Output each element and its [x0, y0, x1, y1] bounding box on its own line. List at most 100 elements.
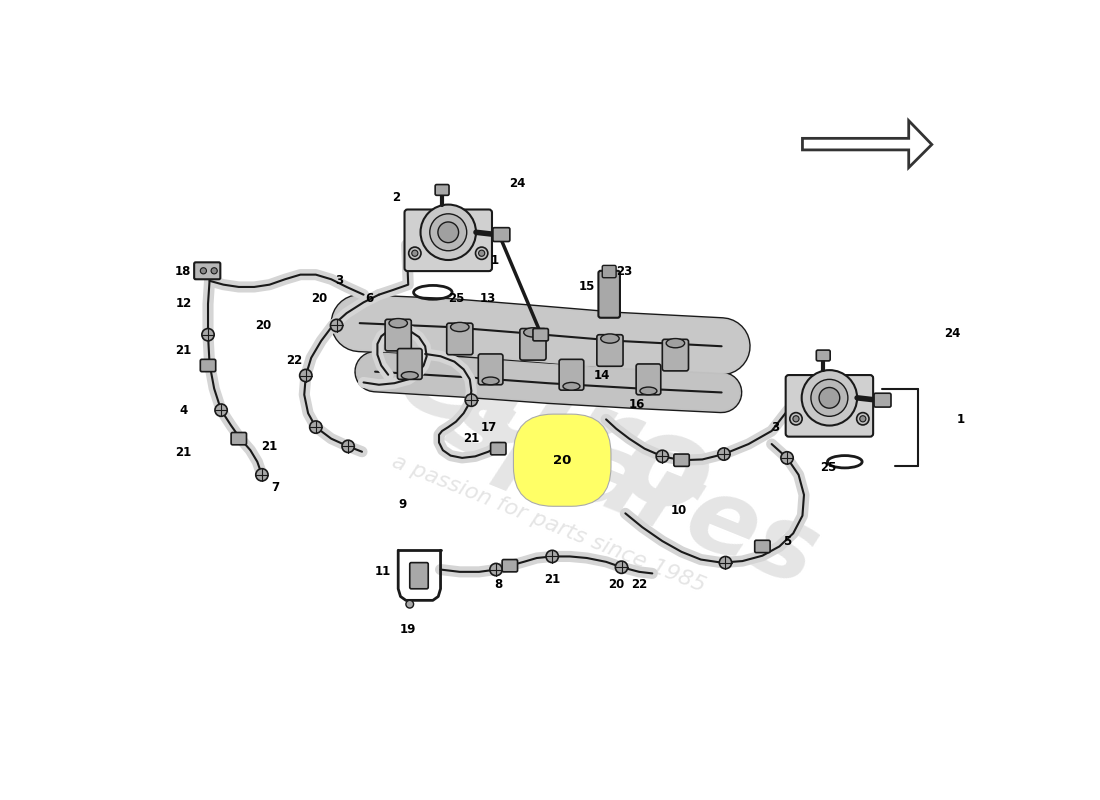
Text: 18: 18: [175, 265, 191, 278]
Text: 6: 6: [365, 292, 374, 305]
Circle shape: [409, 247, 421, 259]
Circle shape: [465, 394, 477, 406]
FancyBboxPatch shape: [598, 270, 620, 318]
Circle shape: [202, 329, 215, 341]
FancyBboxPatch shape: [755, 540, 770, 553]
Circle shape: [214, 404, 228, 416]
FancyBboxPatch shape: [385, 319, 411, 351]
Text: 11: 11: [375, 566, 390, 578]
Ellipse shape: [451, 322, 469, 332]
Text: 12: 12: [175, 298, 191, 310]
FancyBboxPatch shape: [405, 210, 492, 271]
FancyBboxPatch shape: [559, 359, 584, 390]
Text: 2: 2: [392, 191, 400, 204]
Circle shape: [420, 205, 476, 260]
FancyBboxPatch shape: [478, 354, 503, 385]
Text: 19: 19: [400, 623, 417, 636]
Circle shape: [719, 557, 732, 569]
Circle shape: [478, 250, 485, 256]
FancyBboxPatch shape: [436, 185, 449, 195]
Text: 4: 4: [179, 404, 187, 417]
FancyBboxPatch shape: [200, 359, 216, 372]
FancyBboxPatch shape: [662, 339, 689, 371]
Circle shape: [475, 247, 487, 259]
FancyBboxPatch shape: [231, 433, 246, 445]
Text: 23: 23: [616, 265, 631, 278]
Text: spares: spares: [433, 369, 833, 609]
Text: 25: 25: [448, 292, 464, 305]
Text: 25: 25: [820, 462, 836, 474]
Circle shape: [406, 600, 414, 608]
Circle shape: [717, 448, 730, 460]
Text: 20: 20: [255, 319, 272, 332]
Circle shape: [811, 379, 848, 416]
Text: 17: 17: [481, 421, 497, 434]
Circle shape: [781, 452, 793, 464]
Text: 10: 10: [671, 504, 688, 517]
FancyBboxPatch shape: [785, 375, 873, 437]
Text: 20: 20: [608, 578, 624, 591]
FancyBboxPatch shape: [502, 559, 517, 572]
FancyBboxPatch shape: [397, 349, 422, 379]
Ellipse shape: [482, 377, 499, 385]
Text: 21: 21: [175, 344, 191, 357]
Circle shape: [299, 370, 312, 382]
Circle shape: [211, 268, 218, 274]
Circle shape: [857, 413, 869, 425]
FancyBboxPatch shape: [409, 562, 428, 589]
Text: a passion for parts since 1985: a passion for parts since 1985: [388, 451, 708, 596]
Circle shape: [820, 387, 839, 408]
Text: 21: 21: [175, 446, 191, 459]
Text: 24: 24: [945, 326, 960, 340]
Text: 1: 1: [956, 413, 965, 426]
Circle shape: [342, 440, 354, 453]
Text: 1: 1: [491, 254, 498, 266]
Text: 22: 22: [286, 354, 302, 366]
Circle shape: [615, 561, 628, 574]
Circle shape: [330, 319, 343, 332]
Circle shape: [656, 450, 669, 462]
Text: 21: 21: [262, 440, 277, 453]
Circle shape: [860, 416, 866, 422]
Circle shape: [793, 416, 799, 422]
Text: 9: 9: [398, 498, 406, 510]
Circle shape: [546, 550, 559, 562]
FancyBboxPatch shape: [636, 364, 661, 394]
Text: 22: 22: [631, 578, 647, 591]
Text: 7: 7: [271, 481, 279, 494]
Ellipse shape: [402, 372, 418, 379]
Ellipse shape: [563, 382, 580, 390]
FancyBboxPatch shape: [597, 334, 623, 366]
Text: 20: 20: [553, 454, 571, 466]
Ellipse shape: [640, 387, 657, 394]
Text: 5: 5: [783, 534, 791, 547]
Text: 24: 24: [509, 177, 526, 190]
FancyBboxPatch shape: [493, 228, 510, 242]
Circle shape: [310, 421, 322, 434]
Circle shape: [430, 214, 466, 250]
Ellipse shape: [667, 338, 684, 348]
Text: euro: euro: [381, 308, 732, 546]
Text: 14: 14: [594, 369, 610, 382]
Text: 3: 3: [771, 421, 780, 434]
Ellipse shape: [389, 318, 407, 328]
Circle shape: [411, 250, 418, 256]
Text: 13: 13: [481, 292, 496, 305]
FancyBboxPatch shape: [674, 454, 690, 466]
Circle shape: [490, 563, 503, 576]
Circle shape: [790, 413, 802, 425]
FancyBboxPatch shape: [816, 350, 831, 361]
FancyBboxPatch shape: [534, 329, 548, 341]
FancyBboxPatch shape: [447, 323, 473, 354]
FancyBboxPatch shape: [603, 266, 616, 278]
Ellipse shape: [524, 328, 542, 337]
FancyBboxPatch shape: [195, 262, 220, 279]
Text: 3: 3: [334, 274, 343, 287]
Text: 8: 8: [494, 578, 503, 591]
Circle shape: [255, 469, 268, 481]
FancyBboxPatch shape: [874, 394, 891, 407]
FancyBboxPatch shape: [520, 329, 546, 360]
FancyBboxPatch shape: [491, 442, 506, 455]
Text: 15: 15: [579, 281, 595, 294]
Circle shape: [438, 222, 459, 242]
